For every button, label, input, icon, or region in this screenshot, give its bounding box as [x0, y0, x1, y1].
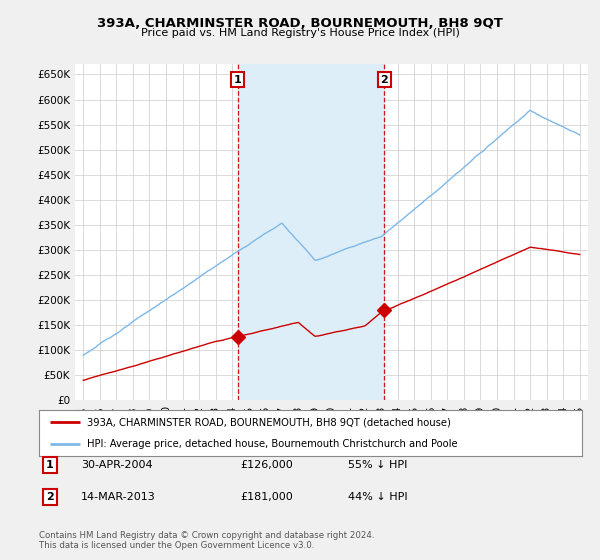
Text: 2: 2	[46, 492, 53, 502]
Text: Contains HM Land Registry data © Crown copyright and database right 2024.: Contains HM Land Registry data © Crown c…	[39, 531, 374, 540]
Text: 14-MAR-2013: 14-MAR-2013	[81, 492, 156, 502]
Text: Price paid vs. HM Land Registry's House Price Index (HPI): Price paid vs. HM Land Registry's House …	[140, 28, 460, 38]
Text: £126,000: £126,000	[240, 460, 293, 470]
Text: 1: 1	[46, 460, 53, 470]
Text: 393A, CHARMINSTER ROAD, BOURNEMOUTH, BH8 9QT: 393A, CHARMINSTER ROAD, BOURNEMOUTH, BH8…	[97, 17, 503, 30]
Text: 44% ↓ HPI: 44% ↓ HPI	[348, 492, 407, 502]
Text: 1: 1	[234, 74, 242, 85]
Text: 30-APR-2004: 30-APR-2004	[81, 460, 152, 470]
Text: 393A, CHARMINSTER ROAD, BOURNEMOUTH, BH8 9QT (detached house): 393A, CHARMINSTER ROAD, BOURNEMOUTH, BH8…	[87, 417, 451, 427]
Text: This data is licensed under the Open Government Licence v3.0.: This data is licensed under the Open Gov…	[39, 541, 314, 550]
Text: 2: 2	[380, 74, 388, 85]
Bar	[238, 64, 385, 400]
Text: HPI: Average price, detached house, Bournemouth Christchurch and Poole: HPI: Average price, detached house, Bour…	[87, 440, 457, 450]
Text: 55% ↓ HPI: 55% ↓ HPI	[348, 460, 407, 470]
Text: £181,000: £181,000	[240, 492, 293, 502]
